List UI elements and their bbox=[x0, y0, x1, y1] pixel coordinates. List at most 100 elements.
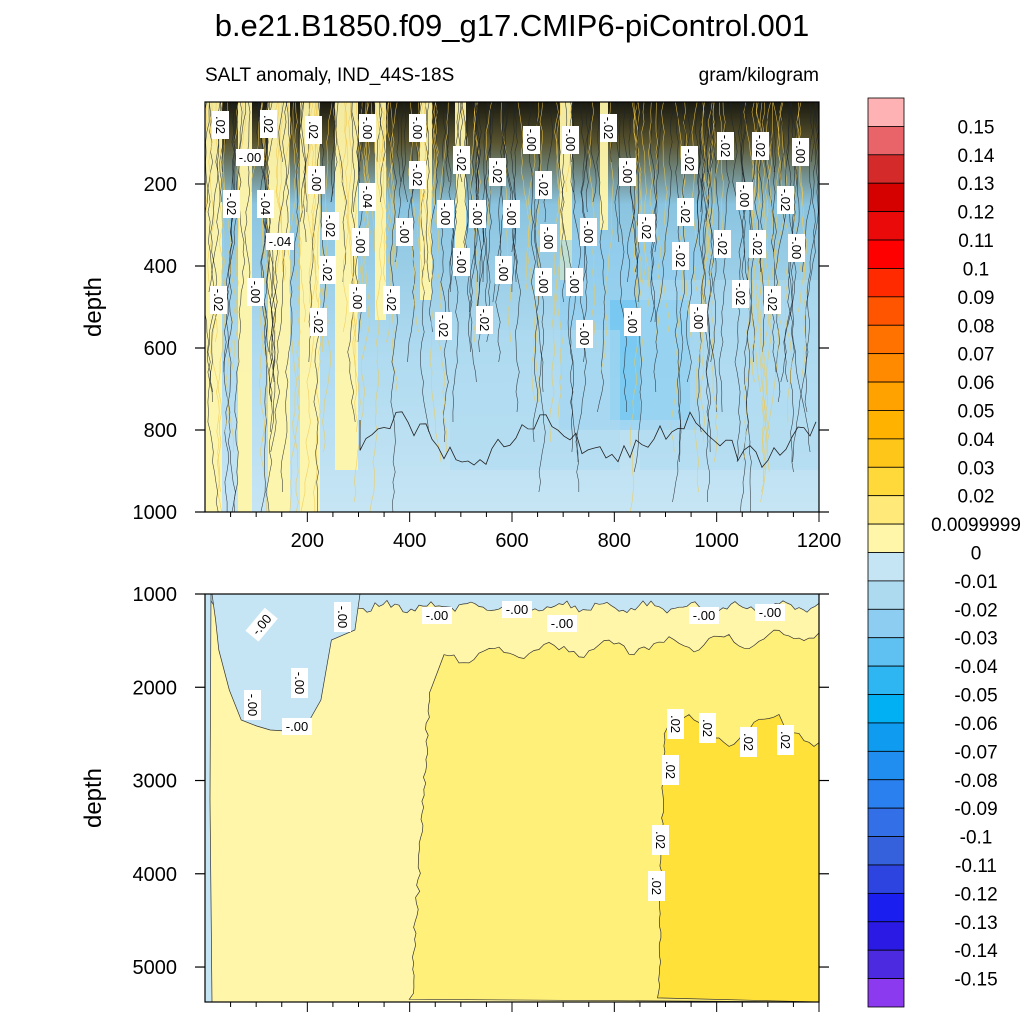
top-contour-label: -.02 bbox=[409, 161, 426, 189]
top-contour-label: -.04 bbox=[266, 233, 294, 250]
colorbar-swatch bbox=[867, 722, 905, 752]
top-panel-y-ticks: 200 400 600 800 1000 bbox=[133, 174, 829, 524]
colorbar-label: 0.03 bbox=[958, 458, 995, 479]
svg-text:-.02: -.02 bbox=[778, 189, 793, 211]
colorbar-label: -0.12 bbox=[954, 884, 997, 905]
top-contour-line bbox=[223, 102, 236, 373]
colorbar-swatch bbox=[867, 353, 905, 383]
top-contour-line bbox=[776, 102, 788, 263]
top-contour-line bbox=[463, 102, 470, 263]
top-contour-line bbox=[549, 102, 562, 443]
colorbar-swatch bbox=[867, 921, 905, 951]
top-contour-line bbox=[484, 102, 497, 323]
svg-text:-.00: -.00 bbox=[577, 323, 592, 345]
top-contour-line bbox=[772, 102, 777, 173]
top-panel-y-axis-label: depth bbox=[80, 277, 107, 337]
top-contour-line bbox=[674, 102, 682, 463]
colorbar-label: 0.02 bbox=[958, 487, 995, 508]
top-contour-line bbox=[765, 102, 777, 253]
svg-text:-.00: -.00 bbox=[691, 307, 706, 329]
top-contour-label: -.04 bbox=[257, 190, 274, 218]
top-contour-line bbox=[600, 102, 614, 373]
svg-text:-.02: -.02 bbox=[639, 217, 654, 239]
top-contour-line bbox=[804, 102, 819, 413]
svg-text:-.00: -.00 bbox=[309, 169, 324, 191]
svg-text:-.00: -.00 bbox=[551, 616, 573, 631]
colorbar-label: 0.12 bbox=[958, 203, 995, 224]
colorbar-swatch bbox=[867, 665, 905, 695]
top-contour-line bbox=[511, 102, 518, 293]
colorbar-label: -0.06 bbox=[954, 714, 997, 735]
svg-text:-.02: -.02 bbox=[715, 233, 730, 255]
top-contour-label: -.00 bbox=[624, 308, 641, 336]
top-contour-line bbox=[585, 102, 593, 213]
top-contour-line bbox=[359, 411, 817, 469]
svg-text:-.00: -.00 bbox=[567, 271, 582, 293]
top-contour-label: -.02 bbox=[476, 306, 493, 334]
colorbar-swatch bbox=[867, 892, 905, 923]
top-contour-label: -.02 bbox=[319, 256, 336, 284]
top-warm-band bbox=[420, 102, 432, 300]
bottom-contour-label: .02 bbox=[740, 727, 757, 757]
top-contour-line bbox=[280, 102, 304, 493]
top-contour-line bbox=[330, 102, 336, 203]
top-contour-line bbox=[720, 102, 726, 233]
top-contour-label: .02 bbox=[260, 110, 277, 138]
top-contour-line bbox=[661, 102, 670, 333]
colorbar-label: 0.06 bbox=[958, 373, 995, 394]
svg-text:-.02: -.02 bbox=[384, 289, 399, 311]
y-tick-label: 5000 bbox=[133, 957, 178, 979]
top-contour-line bbox=[698, 102, 711, 453]
top-contour-line bbox=[380, 102, 387, 213]
svg-text:-.02: -.02 bbox=[750, 233, 765, 255]
top-contour-line bbox=[278, 102, 284, 163]
colorbar-swatch bbox=[867, 864, 905, 894]
top-contour-label: -.02 bbox=[322, 212, 339, 240]
top-contour-line bbox=[771, 102, 792, 373]
svg-text:-.00: -.00 bbox=[625, 311, 640, 333]
top-contour-label: -.00 bbox=[437, 200, 454, 228]
svg-text:.02: .02 bbox=[306, 121, 321, 139]
top-contour-line bbox=[273, 102, 281, 343]
svg-text:-.00: -.00 bbox=[737, 185, 752, 207]
colorbar-label: 0.14 bbox=[958, 146, 995, 167]
top-contour-line bbox=[227, 102, 243, 512]
top-contour-line bbox=[569, 102, 582, 492]
colorbar-label: 0.09 bbox=[958, 288, 995, 309]
svg-text:-.04: -.04 bbox=[269, 234, 291, 249]
colorbar-label: 0.07 bbox=[958, 345, 995, 366]
top-contour-label: -.00 bbox=[535, 268, 552, 296]
svg-text:-.00: -.00 bbox=[524, 129, 539, 151]
colorbar-label: -0.08 bbox=[954, 771, 997, 792]
top-contour-line bbox=[330, 102, 338, 203]
top-contour-label: -.02 bbox=[717, 132, 734, 160]
chart-title: b.e21.B1850.f09_g17.CMIP6-piControl.001 bbox=[215, 8, 810, 43]
y-tick-label: 1000 bbox=[133, 502, 178, 524]
top-contour-label: -.00 bbox=[690, 304, 707, 332]
svg-text:-.00: -.00 bbox=[793, 141, 808, 163]
top-contour-line bbox=[276, 102, 287, 283]
top-contour-label: -.02 bbox=[453, 146, 470, 174]
top-contour-line bbox=[351, 102, 360, 173]
bottom-panel-y-ticks: 1000 2000 3000 4000 5000 bbox=[133, 584, 829, 979]
top-contour-line bbox=[596, 102, 606, 413]
bottom-contour-label: .02 bbox=[648, 871, 665, 901]
colorbar-swatch bbox=[867, 410, 905, 440]
top-contour-label: -.00 bbox=[236, 149, 264, 166]
top-contour-line bbox=[259, 102, 270, 443]
colorbar-swatch bbox=[867, 211, 905, 241]
svg-text:-.00: -.00 bbox=[360, 117, 375, 139]
top-contour-line bbox=[257, 102, 270, 353]
svg-text:-.02: -.02 bbox=[673, 245, 688, 267]
top-contour-label: -.00 bbox=[792, 138, 809, 166]
top-contour-line bbox=[792, 102, 819, 463]
top-contour-label: -.02 bbox=[752, 132, 769, 160]
top-contour-label: -.00 bbox=[576, 320, 593, 348]
top-contour-line bbox=[654, 102, 660, 253]
svg-text:-.00: -.00 bbox=[454, 251, 469, 273]
svg-text:.02: .02 bbox=[663, 761, 678, 779]
colorbar-swatch bbox=[867, 580, 905, 610]
top-contour-label: -.02 bbox=[677, 198, 694, 226]
top-contour-line bbox=[218, 102, 237, 433]
units-subtitle: gram/kilogram bbox=[699, 65, 819, 86]
